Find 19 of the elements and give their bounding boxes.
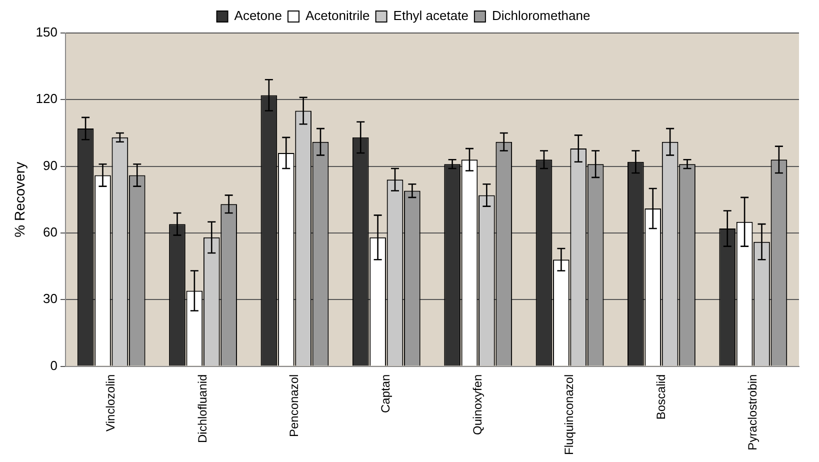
y-tick-label: 90 [43,158,58,173]
y-tick-label: 60 [43,224,58,240]
legend-label: Acetonitrile [305,8,370,24]
x-tick-label: Quinoxyfen [470,374,484,435]
x-tick-label: Boscalid [654,374,668,420]
y-axis-title: % Recovery [11,162,28,238]
x-tick-label: Fluquinconazol [562,374,576,455]
y-tick-label: 30 [43,291,58,306]
y-tick-label: 150 [36,24,58,40]
legend-label: Acetone [234,8,282,24]
y-tick-label: 120 [36,91,58,106]
x-tick-label: Penconazol [287,374,302,437]
x-tick-label: Captan [378,374,393,413]
x-tick-label: Pyraclostrobin [745,374,760,450]
legend-label: Dichloromethane [492,8,590,24]
legend-label: Ethyl acetate [393,8,468,24]
y-tick-label: 0 [50,358,58,373]
x-tick-label: Dichlofluanid [195,374,210,443]
x-tick-label: Vinclozolin [104,374,118,432]
